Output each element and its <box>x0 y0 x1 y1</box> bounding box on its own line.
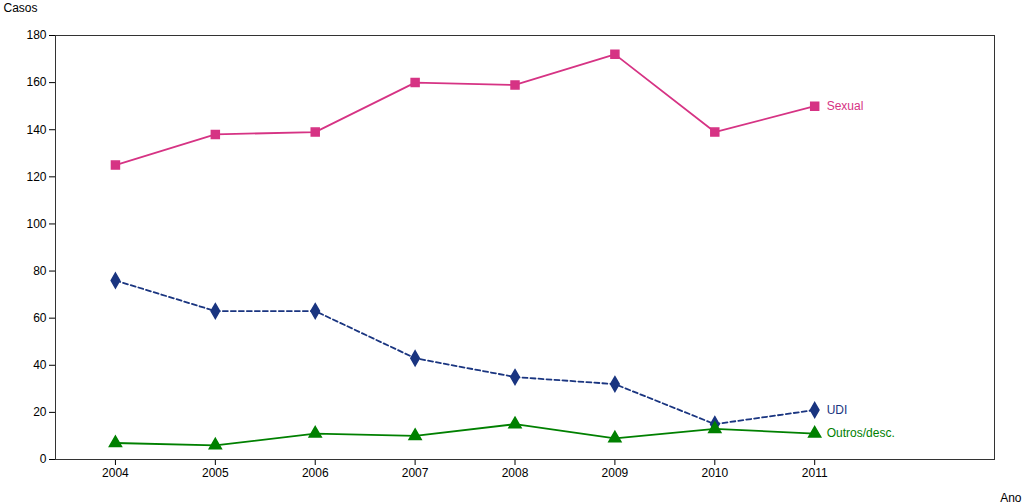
svg-text:80: 80 <box>33 264 47 278</box>
svg-text:60: 60 <box>33 311 47 325</box>
svg-text:2011: 2011 <box>802 466 828 480</box>
svg-text:100: 100 <box>26 217 46 231</box>
svg-text:20: 20 <box>33 405 47 419</box>
svg-text:0: 0 <box>40 452 47 466</box>
svg-text:2009: 2009 <box>602 466 629 480</box>
svg-text:Sexual: Sexual <box>827 99 864 113</box>
svg-text:40: 40 <box>33 358 47 372</box>
svg-text:Ano: Ano <box>1000 491 1022 504</box>
svg-text:Outros/desc.: Outros/desc. <box>827 426 895 440</box>
svg-text:2010: 2010 <box>701 466 728 480</box>
svg-text:2005: 2005 <box>202 466 229 480</box>
svg-text:180: 180 <box>26 28 46 42</box>
svg-text:Casos: Casos <box>4 1 38 15</box>
svg-text:2008: 2008 <box>502 466 529 480</box>
svg-text:UDI: UDI <box>827 403 848 417</box>
svg-text:160: 160 <box>26 75 46 89</box>
svg-text:140: 140 <box>26 123 46 137</box>
svg-text:2004: 2004 <box>102 466 129 480</box>
svg-text:2006: 2006 <box>302 466 329 480</box>
svg-text:120: 120 <box>26 170 46 184</box>
svg-text:2007: 2007 <box>402 466 429 480</box>
